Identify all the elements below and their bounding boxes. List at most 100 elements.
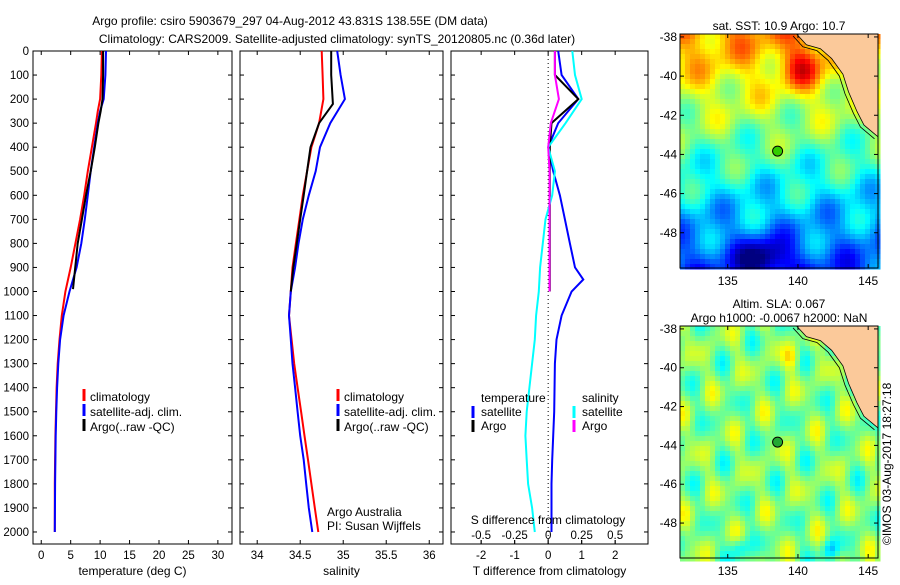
map-cell — [840, 401, 846, 407]
map-cell — [870, 239, 876, 245]
map-cell — [840, 234, 846, 240]
map-cell — [790, 426, 796, 432]
map-cell — [730, 69, 736, 75]
y-tick-label: 900 — [10, 262, 29, 274]
x2-tick-label: -0.5 — [471, 530, 491, 542]
map-cell — [765, 471, 771, 477]
map-cell — [695, 224, 701, 230]
map-cell — [810, 511, 816, 517]
map-cell — [845, 229, 851, 235]
map-cell — [685, 341, 691, 347]
map-cell — [840, 471, 846, 477]
map-cell — [810, 366, 816, 372]
map-cell — [830, 259, 836, 265]
map-cell — [860, 421, 866, 427]
map-cell — [855, 471, 861, 477]
map-cell — [680, 396, 686, 402]
temperature-axes-box — [32, 50, 233, 545]
map-cell — [850, 214, 856, 220]
map-cell — [840, 164, 846, 170]
map-cell — [800, 361, 806, 367]
map-cell — [790, 139, 796, 145]
map-cell — [760, 59, 766, 65]
map-cell — [780, 516, 786, 522]
map-cell — [725, 64, 731, 70]
map-cell — [725, 421, 731, 427]
map-cell — [845, 426, 851, 432]
map-cell — [850, 556, 856, 562]
legend-label: Argo(..raw -QC) — [90, 420, 175, 434]
y-tick-label: 100 — [10, 70, 29, 82]
map-cell — [715, 461, 721, 467]
map-cell — [790, 546, 796, 552]
map-cell — [770, 54, 776, 60]
map-cell — [820, 421, 826, 427]
map-cell — [840, 386, 846, 392]
map-cell — [840, 541, 846, 547]
x-tick-label: -1 — [510, 550, 520, 562]
map-cell — [730, 104, 736, 110]
x-tick-label: 10 — [94, 550, 107, 562]
map-cell — [840, 476, 846, 482]
map-cell — [715, 54, 721, 60]
map-cell — [710, 139, 716, 145]
map-cell — [785, 129, 791, 135]
map-cell — [750, 179, 756, 185]
map-cell — [785, 376, 791, 382]
map-cell — [760, 441, 766, 447]
map-cell — [750, 541, 756, 547]
map-cell — [750, 49, 756, 55]
map-cell — [700, 99, 706, 105]
map-cell — [820, 64, 826, 70]
map-cell — [810, 536, 816, 542]
map-cell — [830, 411, 836, 417]
map-cell — [700, 254, 706, 260]
map-cell — [735, 184, 741, 190]
map-cell — [710, 401, 716, 407]
map-cell — [680, 411, 686, 417]
map-cell — [780, 356, 786, 362]
map-cell — [835, 244, 841, 250]
map-cell — [700, 426, 706, 432]
map-cell — [695, 536, 701, 542]
y-tick-label: 1300 — [3, 359, 29, 371]
map-cell — [700, 74, 706, 80]
map-cell — [795, 361, 801, 367]
map-cell — [735, 441, 741, 447]
map-cell — [680, 184, 686, 190]
map-cell — [765, 239, 771, 245]
map-cell — [720, 361, 726, 367]
map-cell — [695, 521, 701, 527]
map-cell — [785, 239, 791, 245]
map-cell — [755, 229, 761, 235]
map-cell — [730, 209, 736, 215]
map-cell — [800, 401, 806, 407]
map-cell — [795, 471, 801, 477]
map-cell — [735, 54, 741, 60]
map-cell — [700, 234, 706, 240]
map-cell — [690, 456, 696, 462]
map-cell — [780, 159, 786, 165]
map-cell — [705, 84, 711, 90]
map-cell — [725, 129, 731, 135]
map-cell — [720, 109, 726, 115]
map-cell — [700, 381, 706, 387]
map-cell — [760, 551, 766, 557]
map-cell — [845, 466, 851, 472]
map-cell — [710, 214, 716, 220]
map-cell — [805, 94, 811, 100]
map-cell — [695, 546, 701, 552]
map-cell — [845, 401, 851, 407]
map-cell — [870, 551, 876, 557]
map-cell — [850, 144, 856, 150]
map-cell — [830, 351, 836, 357]
map-cell — [705, 411, 711, 417]
map-cell — [760, 44, 766, 50]
map-cell — [735, 541, 741, 547]
map-cell — [830, 536, 836, 542]
map-cell — [690, 69, 696, 75]
map-cell — [775, 401, 781, 407]
map-cell — [800, 521, 806, 527]
map-cell — [825, 204, 831, 210]
map-cell — [750, 64, 756, 70]
